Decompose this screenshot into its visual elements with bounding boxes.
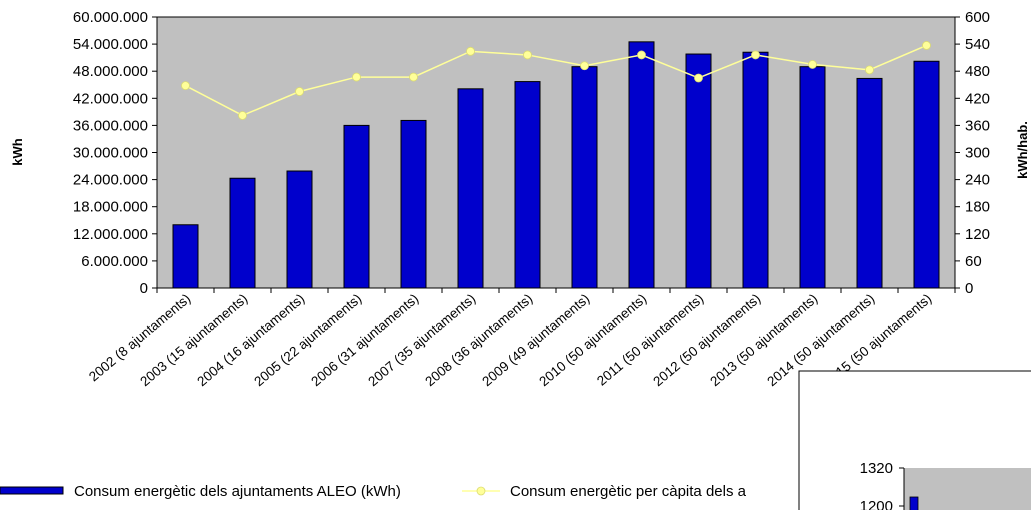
- inset-bar: [909, 496, 919, 510]
- line-point-1: [238, 111, 247, 120]
- y-tick-label-5: 30.000.000: [73, 145, 148, 162]
- bar-13: [913, 60, 940, 289]
- per-capita-line: [185, 44, 927, 117]
- y-tick-label-9: 54.000.000: [73, 36, 148, 53]
- line-point-8: [637, 50, 646, 60]
- x-tick-label-9: 2011 (50 ajuntaments): [594, 291, 706, 389]
- y2-tick-label-9: 540: [965, 36, 990, 53]
- inset-plot-area: [904, 468, 1031, 510]
- y2-tick-label-10: 600: [965, 9, 990, 26]
- legend: Consum energètic dels ajuntaments ALEO (…: [0, 483, 747, 500]
- line-point-7: [580, 61, 589, 71]
- y2-tick-label-1: 60: [965, 253, 982, 270]
- x-tick-label-8: 2010 (50 ajuntaments): [536, 291, 649, 389]
- y-tick-label-6: 36.000.000: [73, 117, 148, 134]
- y2-tick-label-0: 0: [965, 280, 973, 297]
- y2-tick-label-4: 240: [965, 172, 990, 189]
- y2-tick-label-8: 480: [965, 63, 990, 80]
- y-tick-label-10: 60.000.000: [73, 9, 148, 26]
- bar-5: [457, 88, 484, 289]
- y2-tick-label-5: 300: [965, 145, 990, 162]
- line-point-5: [466, 46, 475, 56]
- bar-4: [400, 119, 427, 289]
- legend-line-label: Consum energètic per càpita dels a: [510, 483, 747, 500]
- line-point-4: [409, 72, 418, 82]
- y2-axis-title: kWh/hab.: [1015, 121, 1030, 179]
- bar-10: [742, 51, 769, 289]
- x-tick-label-3: 2005 (22 ajuntaments): [251, 291, 364, 389]
- x-tick-label-2: 2004 (16 ajuntaments): [194, 291, 307, 389]
- x-tick-label-1: 2003 (15 ajuntaments): [137, 291, 250, 389]
- y2-tick-label-7: 420: [965, 90, 990, 107]
- x-tick-label-0: 2002 (8 ajuntaments): [86, 291, 193, 384]
- x-tick-label-6: 2008 (36 ajuntaments): [422, 291, 535, 389]
- bar-2: [286, 170, 313, 289]
- x-tick-label-10: 2012 (50 ajuntaments): [650, 291, 763, 389]
- bar-3: [343, 124, 370, 289]
- y-tick-label-3: 18.000.000: [73, 199, 148, 216]
- line-point-9: [694, 73, 703, 83]
- bar-0: [172, 224, 199, 289]
- y-tick-label-4: 24.000.000: [73, 172, 148, 189]
- bar-1: [229, 177, 256, 289]
- inset-tick-label-1320: 1320: [860, 460, 893, 477]
- bar-12: [856, 77, 883, 289]
- line-point-3: [352, 72, 361, 82]
- y-tick-label-2: 12.000.000: [73, 226, 148, 243]
- line-point-12: [865, 65, 874, 75]
- bar-9: [685, 53, 712, 289]
- y-tick-label-1: 6.000.000: [81, 253, 148, 270]
- legend-line-marker: [476, 486, 486, 496]
- line-point-13: [922, 41, 931, 50]
- bar-8: [628, 41, 655, 289]
- y-tick-label-8: 48.000.000: [73, 63, 148, 80]
- line-point-11: [808, 60, 817, 69]
- x-tick-label-4: 2006 (31 ajuntaments): [308, 291, 421, 389]
- x-tick-label-5: 2007 (35 ajuntaments): [365, 291, 478, 389]
- y-tick-label-7: 42.000.000: [73, 90, 148, 107]
- y-tick-label-0: 0: [140, 280, 148, 297]
- inset-tick-label-1200: 1200: [860, 498, 893, 510]
- line-point-2: [295, 87, 304, 96]
- line-point-10: [751, 50, 760, 60]
- legend-bar-swatch: [0, 486, 64, 495]
- line-point-6: [523, 50, 532, 60]
- plot-area: [156, 16, 956, 289]
- bar-7: [571, 66, 598, 289]
- y2-tick-label-2: 120: [965, 226, 990, 243]
- legend-bar-label: Consum energètic dels ajuntaments ALEO (…: [74, 483, 401, 500]
- inset-chart: 1320 1200: [798, 370, 1031, 510]
- y2-tick-label-6: 360: [965, 117, 990, 134]
- x-tick-label-7: 2009 (49 ajuntaments): [479, 291, 592, 389]
- y-axis-title: kWh: [10, 138, 25, 166]
- bar-11: [799, 66, 826, 289]
- bar-6: [514, 81, 541, 289]
- line-point-0: [181, 81, 190, 91]
- y2-tick-label-3: 180: [965, 199, 990, 216]
